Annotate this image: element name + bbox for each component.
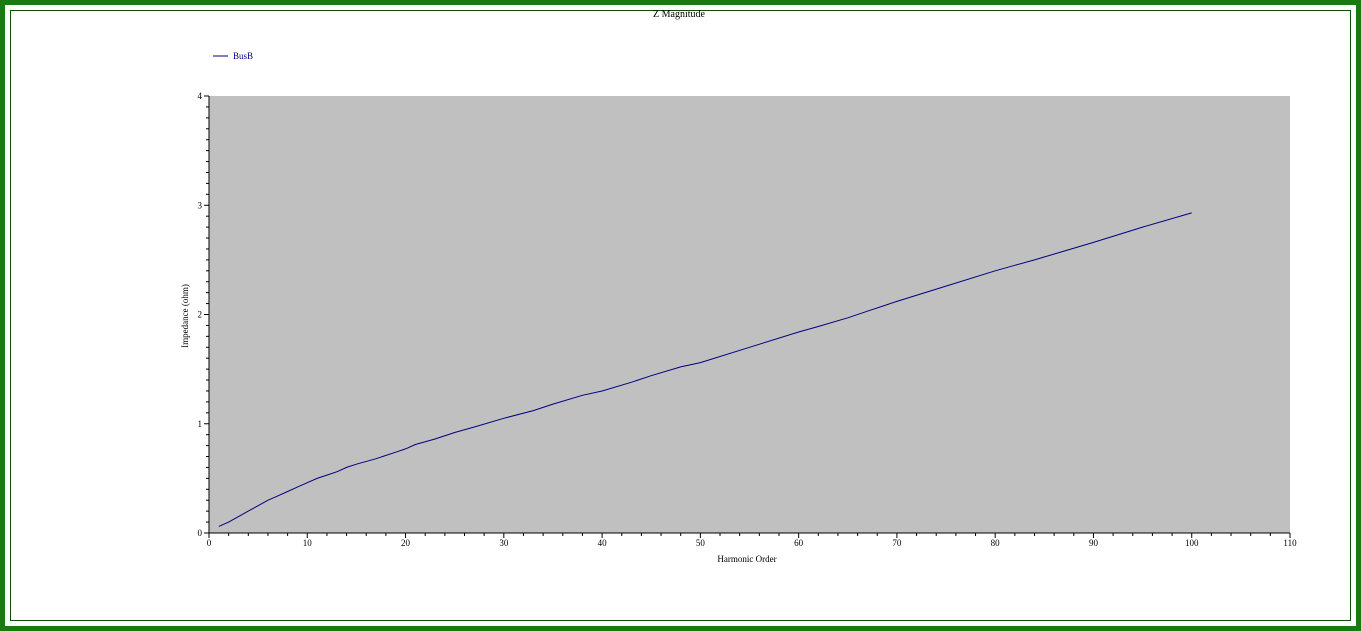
- x-tick-label: 100: [1185, 538, 1199, 548]
- x-tick-label: 30: [499, 538, 509, 548]
- legend-label-busb: BusB: [233, 51, 253, 61]
- x-tick-label: 110: [1283, 538, 1297, 548]
- x-axis-label: Harmonic Order: [717, 554, 776, 564]
- axes: [208, 96, 1290, 534]
- y-tick-label: 4: [198, 91, 203, 101]
- x-tick-label: 0: [207, 538, 212, 548]
- y-axis-label: Impedance (ohm): [180, 284, 190, 348]
- axis-ticks: 0 10 20 30 40 50 60 70 80 90 100 110 0 1 2 3 4: [198, 91, 1298, 548]
- y-tick-label: 3: [198, 200, 203, 210]
- plot-area: [209, 96, 1290, 533]
- x-tick-label: 70: [892, 538, 902, 548]
- x-tick-label: 50: [696, 538, 706, 548]
- chart-title: Z Magnitude: [653, 9, 705, 20]
- y-tick-label: 0: [198, 528, 203, 538]
- y-tick-label: 2: [198, 310, 203, 320]
- series-line-busb: [218, 212, 1192, 527]
- x-tick-label: 60: [794, 538, 804, 548]
- x-tick-label: 90: [1089, 538, 1099, 548]
- x-tick-label: 40: [598, 538, 608, 548]
- legend: BusB: [213, 51, 253, 61]
- x-tick-label: 80: [991, 538, 1001, 548]
- x-tick-label: 20: [401, 538, 411, 548]
- y-tick-label: 1: [198, 419, 203, 429]
- x-tick-label: 10: [303, 538, 313, 548]
